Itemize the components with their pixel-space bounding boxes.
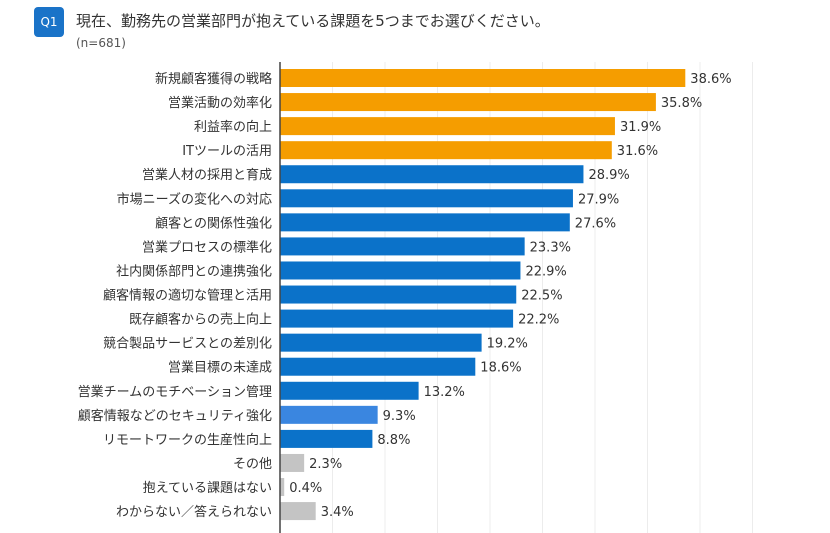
data-label: 22.5% xyxy=(521,289,562,304)
bar xyxy=(280,381,419,400)
category-label: 競合製品サービスとの差別化 xyxy=(103,337,272,352)
category-label: その他 xyxy=(233,457,272,472)
category-label: 社内関係部門との連携強化 xyxy=(116,263,272,279)
data-label: 18.6% xyxy=(480,361,521,376)
bar xyxy=(280,478,285,497)
data-label: 31.9% xyxy=(620,120,661,135)
category-label: リモートワークの生産性向上 xyxy=(103,432,272,448)
data-label: 27.6% xyxy=(575,216,616,231)
category-label: 営業チームのモチベーション管理 xyxy=(78,384,272,400)
category-label: 営業人材の採用と育成 xyxy=(142,167,272,183)
bar xyxy=(280,117,615,136)
category-label: 抱えている課題はない xyxy=(143,480,272,496)
bar xyxy=(280,165,584,184)
category-label: 既存顧客からの売上向上 xyxy=(129,312,272,328)
bar xyxy=(280,429,373,448)
data-label: 3.4% xyxy=(321,505,354,520)
category-label: 営業活動の効率化 xyxy=(168,95,272,111)
category-label: 顧客情報などのセキュリティ強化 xyxy=(78,408,272,424)
data-label: 19.2% xyxy=(487,337,528,352)
bar xyxy=(280,213,570,232)
bar xyxy=(280,189,573,208)
bar xyxy=(280,69,686,87)
bar xyxy=(280,405,378,424)
category-label: 営業プロセスの標準化 xyxy=(142,239,272,255)
bar xyxy=(280,453,305,472)
bar xyxy=(280,237,525,256)
bar xyxy=(280,93,656,112)
category-label: 営業目標の未達成 xyxy=(168,360,272,376)
category-label: 市場ニーズの変化への対応 xyxy=(117,191,272,207)
data-label: 9.3% xyxy=(383,409,416,424)
bar xyxy=(280,285,517,304)
data-label: 22.2% xyxy=(518,313,559,328)
bar xyxy=(280,309,514,328)
data-label: 35.8% xyxy=(661,96,702,111)
data-label: 22.9% xyxy=(525,264,566,279)
data-label: 31.6% xyxy=(617,144,658,159)
bar xyxy=(280,502,316,521)
bar xyxy=(280,357,476,376)
data-label: 2.3% xyxy=(309,457,342,472)
bar xyxy=(280,261,521,280)
data-label: 38.6% xyxy=(690,72,731,87)
bar xyxy=(280,141,612,160)
category-label: 顧客との関係性強化 xyxy=(155,215,272,231)
category-label: ITツールの活用 xyxy=(182,144,272,159)
category-label: 顧客情報の適切な管理と活用 xyxy=(103,288,272,304)
sample-size: (n=681) xyxy=(76,36,126,50)
question-badge: Q1 xyxy=(34,7,64,37)
category-label: わからない／答えられない xyxy=(116,504,272,520)
data-label: 8.8% xyxy=(377,433,410,448)
category-label: 利益率の向上 xyxy=(194,119,272,135)
category-label: 新規顧客獲得の戦略 xyxy=(155,71,272,87)
data-label: 27.9% xyxy=(578,192,619,207)
data-label: 28.9% xyxy=(588,168,629,183)
data-label: 13.2% xyxy=(424,385,465,400)
data-label: 23.3% xyxy=(530,240,571,255)
bar xyxy=(280,333,482,352)
chart-title: 現在、勤務先の営業部門が抱えている課題を5つまでお選びください。 xyxy=(76,12,550,30)
data-label: 0.4% xyxy=(289,481,322,496)
